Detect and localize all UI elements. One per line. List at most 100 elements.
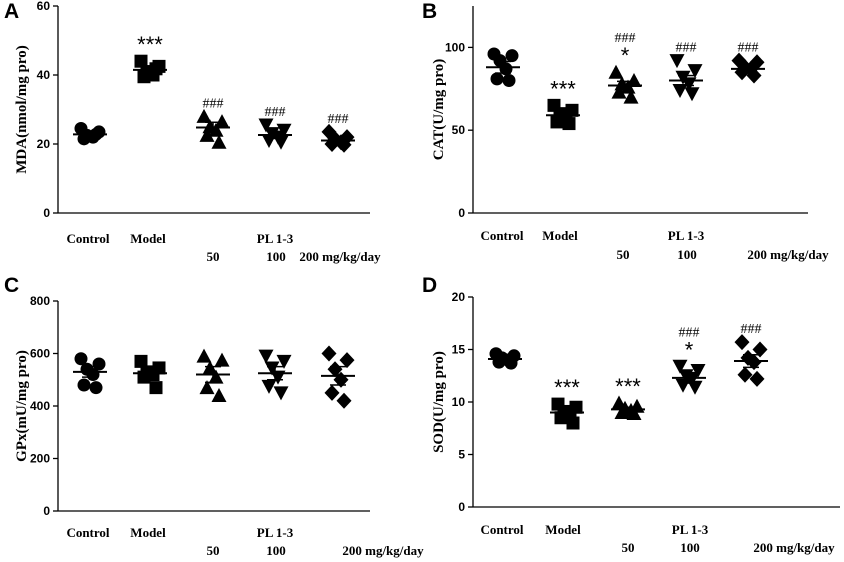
y-tick-label: 20 (37, 137, 51, 151)
significance-mark: *** (554, 375, 580, 400)
panel-c: C GPx(mU/mg pro) 0 200 400 600 800 Control Model… (4, 274, 424, 558)
x-label-dose1: 50 (617, 247, 630, 262)
group-200: ### (731, 41, 765, 84)
significance-mark: ### (615, 31, 636, 46)
data-point-diamond (321, 345, 337, 362)
group-control (73, 352, 107, 395)
x-label-dose1: 50 (207, 249, 220, 264)
data-point-triangle-down (684, 87, 700, 102)
x-label-dose3: 200 mg/kg/day (342, 543, 424, 558)
panel-letter: A (4, 0, 19, 23)
group-control (486, 47, 520, 88)
group-50: ### (196, 96, 230, 149)
group-model: *** (133, 32, 167, 84)
data-point-diamond (749, 370, 765, 387)
group-100: ### (669, 41, 703, 102)
group-50 (196, 348, 230, 402)
data-point-square (550, 115, 564, 129)
data-point-diamond (339, 352, 355, 369)
panel-letter: D (422, 274, 437, 297)
data-point-triangle-up (196, 108, 212, 123)
y-tick-label: 15 (452, 343, 466, 357)
data-point-triangle-up (626, 406, 642, 421)
y-axis-title: CAT(U/mg pro) (431, 59, 447, 161)
data-point-circle (74, 352, 88, 366)
x-label-dose2: 100 (680, 540, 700, 555)
data-point-square (137, 70, 151, 84)
data-point-circle (490, 72, 504, 86)
data-point-square (149, 62, 163, 76)
data-point-triangle-up (199, 127, 215, 142)
data-point-triangle-down (273, 135, 289, 150)
data-point-square (562, 117, 576, 131)
x-label-dose2: 100 (677, 247, 697, 262)
y-tick-label: 0 (43, 206, 50, 220)
y-tick-label: 50 (452, 123, 466, 137)
y-tick-label: 60 (37, 0, 51, 13)
y-tick-label: 400 (30, 399, 50, 413)
data-point-triangle-down (672, 83, 688, 98)
group-model: *** (550, 375, 584, 430)
data-point-triangle-down (672, 359, 688, 374)
significance-mark: *** (550, 76, 576, 101)
data-point-triangle-up (211, 388, 227, 402)
x-label-control: Control (66, 525, 109, 540)
x-label-model: Model (130, 231, 166, 246)
significance-mark: ### (328, 112, 349, 127)
data-point-triangle-down (675, 378, 691, 393)
data-point-triangle-up (611, 84, 627, 99)
data-point-triangle-up (623, 89, 639, 104)
data-point-triangle-up (196, 348, 212, 363)
significance-mark: * (621, 43, 630, 68)
group-100 (258, 349, 292, 401)
x-label-model: Model (545, 522, 581, 537)
x-label-dose1: 50 (207, 543, 220, 558)
data-point-triangle-up (626, 73, 642, 88)
data-point-triangle-down (264, 361, 280, 376)
significance-mark: *** (615, 374, 641, 399)
x-label-dose2: 100 (266, 249, 286, 264)
group-200: ### (321, 112, 355, 153)
data-point-triangle-down (258, 349, 274, 364)
data-point-triangle-down (690, 364, 706, 378)
significance-mark: * (685, 337, 694, 362)
x-label-model: Model (130, 525, 166, 540)
data-point-square (566, 416, 580, 430)
y-tick-label: 40 (37, 68, 51, 82)
group-model: *** (546, 76, 580, 131)
y-tick-label: 5 (458, 448, 465, 462)
group-control (73, 121, 107, 146)
group-model (133, 354, 167, 395)
group-200: ### (734, 322, 768, 387)
data-point-square (149, 381, 163, 395)
significance-mark: ### (738, 41, 759, 56)
data-point-triangle-up (608, 64, 624, 79)
x-label-dose2: 100 (266, 543, 286, 558)
data-point-diamond (734, 334, 750, 351)
data-point-triangle-down (273, 386, 289, 401)
y-tick-label: 0 (458, 500, 465, 514)
data-point-triangle-up (199, 380, 215, 395)
y-tick-label: 200 (30, 452, 50, 466)
data-point-triangle-up (214, 114, 230, 129)
panel-d: D SOD(U/mg pro) 0 5 10 15 20 Control Model PL 1-3… (422, 274, 840, 555)
x-label-group: PL 1-3 (672, 522, 709, 537)
y-axis-title: GPx(mU/mg pro) (14, 350, 30, 462)
y-tick-label: 0 (43, 504, 50, 518)
panel-a: A MDA(nmol/mg pro) 0 20 40 60 Control Model PL 1… (4, 0, 381, 264)
x-label-control: Control (66, 231, 109, 246)
data-point-square (554, 411, 568, 425)
data-point-diamond (731, 52, 747, 69)
data-point-circle (86, 368, 100, 381)
data-point-circle (77, 378, 91, 392)
data-point-circle (505, 49, 519, 63)
data-point-square (134, 54, 148, 68)
y-tick-label: 0 (458, 206, 465, 220)
data-point-triangle-down (261, 379, 277, 394)
data-point-diamond (336, 392, 352, 409)
data-point-square (134, 354, 148, 368)
x-label-group: PL 1-3 (257, 525, 294, 540)
y-tick-label: 10 (452, 395, 466, 409)
y-axis-title: SOD(U/mg pro) (431, 351, 447, 453)
